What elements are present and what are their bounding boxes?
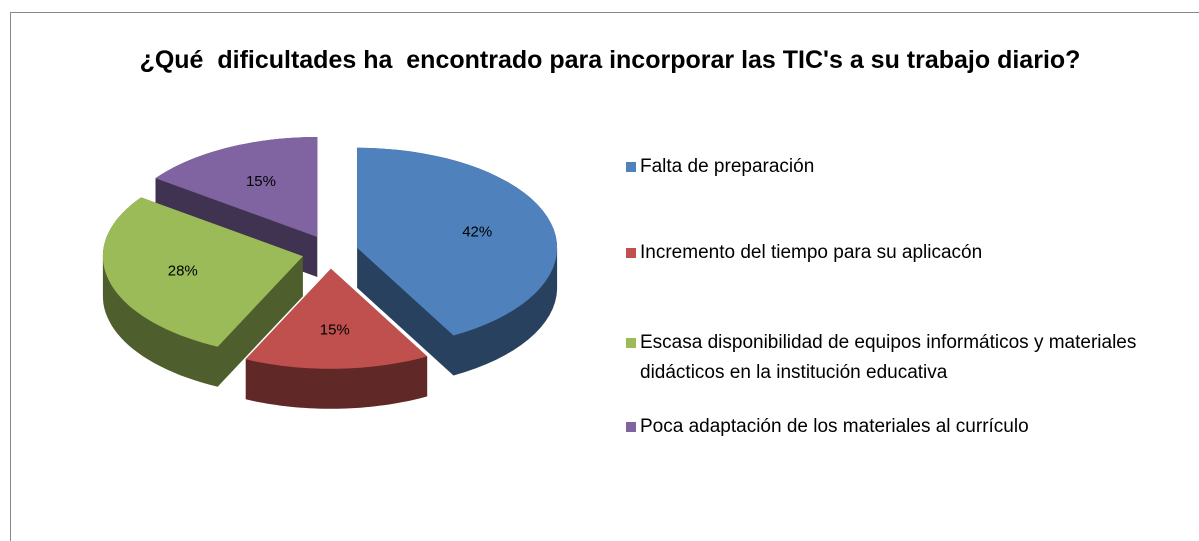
data-label: 15% [320,322,350,339]
legend-swatch [626,162,636,172]
chart-border [10,12,1199,541]
slice [245,268,428,369]
legend-swatch [626,422,636,432]
data-label: 42% [462,223,492,240]
legend-label: Escasa disponibilidad de equipos informá… [640,332,1137,383]
slice [102,197,303,347]
slice [155,137,318,237]
legend-swatch [626,248,636,258]
legend-swatch [626,338,636,348]
legend-label: Poca adaptación de los materiales al cur… [640,416,1029,437]
data-label: 28% [168,263,198,280]
chart-title: ¿Qué dificultades ha encontrado para inc… [139,46,1081,74]
legend-label: Incremento del tiempo para su aplicacón [640,242,983,263]
data-label: 15% [246,173,276,190]
slice [357,147,558,336]
legend-label: Falta de preparación [640,156,815,177]
